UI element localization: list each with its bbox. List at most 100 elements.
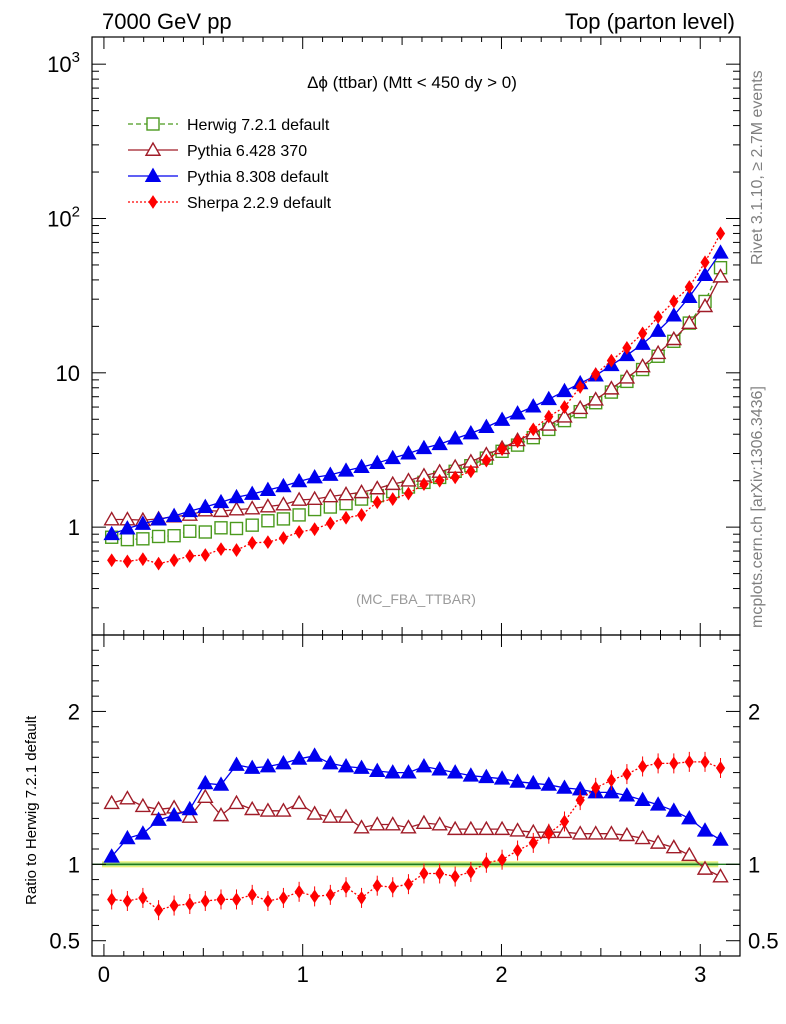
main-data-point xyxy=(353,483,370,499)
main-data-point xyxy=(325,516,335,531)
ratio-data-point xyxy=(478,768,495,784)
main-data-point xyxy=(169,553,179,568)
ratio-data-point xyxy=(591,780,601,795)
ratio-data-point xyxy=(275,754,292,770)
main-data-point xyxy=(136,532,150,546)
main-series-line xyxy=(111,276,722,521)
ratio-series-line xyxy=(111,795,721,878)
ratio-data-point xyxy=(403,877,414,892)
ratio-data-point xyxy=(715,761,726,775)
ratio-y-tick-label-right: 0.5 xyxy=(748,929,779,954)
main-data-point xyxy=(212,493,230,509)
legend-label: Pythia 6.428 370 xyxy=(187,143,307,160)
main-data-point xyxy=(618,369,636,384)
main-data-point xyxy=(415,439,433,455)
main-data-point xyxy=(353,458,370,474)
ratio-data-point xyxy=(369,816,386,831)
legend-marker xyxy=(144,167,162,182)
ratio-data-point xyxy=(384,764,401,779)
main-data-point xyxy=(153,556,164,571)
main-data-point xyxy=(245,518,259,532)
ratio-data-point xyxy=(497,852,507,867)
main-data-point xyxy=(322,466,339,481)
ratio-data-point xyxy=(278,891,289,905)
ratio-data-point xyxy=(509,773,526,788)
main-data-point xyxy=(290,472,308,488)
main-data-point xyxy=(603,380,620,395)
ratio-data-point xyxy=(415,814,433,829)
ratio-data-point xyxy=(369,762,386,777)
main-data-point xyxy=(181,502,199,518)
main-data-point xyxy=(134,515,152,530)
ratio-data-point xyxy=(247,887,257,902)
main-y-tick-label: 103 xyxy=(47,49,80,77)
main-data-point xyxy=(337,485,355,501)
ratio-y-tick-label-right: 1 xyxy=(748,852,760,877)
ratio-data-point xyxy=(306,747,323,762)
main-data-point xyxy=(185,549,195,563)
main-data-point xyxy=(228,501,245,516)
plot-title: Δϕ (ttbar) (Mtt < 450 dy > 0) xyxy=(307,73,517,92)
main-data-point xyxy=(322,488,339,503)
main-series-0 xyxy=(104,260,728,547)
main-data-point xyxy=(198,525,213,539)
main-data-point xyxy=(356,508,367,522)
ratio-data-point xyxy=(571,825,589,840)
main-data-point xyxy=(278,531,289,545)
ratio-data-point xyxy=(509,822,526,837)
main-data-point xyxy=(294,525,304,539)
ratio-data-point xyxy=(119,790,136,805)
main-y-tick-label: 1 xyxy=(68,515,80,540)
main-data-point xyxy=(122,554,132,569)
ratio-data-point xyxy=(231,892,242,907)
main-data-point xyxy=(446,430,464,445)
main-series-3 xyxy=(107,226,726,571)
ratio-data-point xyxy=(263,894,273,908)
main-series-group xyxy=(103,226,729,571)
main-data-point xyxy=(634,358,651,373)
ratio-y-axis-label: Ratio to Herwig 7.2.1 default xyxy=(23,715,40,905)
ratio-data-point xyxy=(618,787,636,802)
main-data-point xyxy=(214,521,228,535)
ratio-data-point xyxy=(446,820,464,836)
ratio-data-point xyxy=(353,759,370,774)
ratio-data-point xyxy=(606,773,616,788)
ratio-data-point xyxy=(431,816,448,831)
rivet-label: Rivet 3.1.10, ≥ 2.7M events xyxy=(749,70,766,265)
ratio-series-line xyxy=(111,761,721,911)
x-tick-label: 0 xyxy=(98,962,110,987)
ratio-data-point xyxy=(181,800,199,816)
ratio-data-point xyxy=(684,754,694,769)
main-data-point xyxy=(571,399,589,415)
ratio-data-point xyxy=(310,889,320,904)
x-tick-label: 2 xyxy=(495,962,507,987)
ratio-data-point xyxy=(153,903,164,918)
ratio-data-point xyxy=(466,865,476,879)
ratio-data-point xyxy=(603,825,620,840)
main-data-point xyxy=(638,326,648,341)
main-data-point xyxy=(247,536,257,550)
header-right: Top (parton level) xyxy=(565,9,735,34)
ratio-data-point xyxy=(185,897,195,911)
legend-label: Herwig 7.2.1 default xyxy=(187,117,330,134)
ratio-data-point xyxy=(134,797,152,813)
main-data-point xyxy=(151,529,166,544)
ratio-data-point xyxy=(681,810,698,825)
main-data-point xyxy=(556,382,573,398)
ratio-data-point xyxy=(540,776,557,791)
ratio-data-point xyxy=(138,891,148,905)
ratio-data-point xyxy=(275,802,292,817)
main-data-point xyxy=(544,409,554,424)
ratio-data-point xyxy=(244,800,261,816)
ratio-plot-panel: 0.5 0.5 1 1 2 2 0 1 2 3 Ratio to Herwig 7.2.1 def… xyxy=(23,634,779,987)
ratio-data-point xyxy=(228,756,245,771)
legend-marker xyxy=(146,117,160,131)
main-data-point xyxy=(263,535,273,549)
ratio-data-point xyxy=(103,794,120,810)
ratio-data-point xyxy=(512,843,523,858)
ratio-data-point xyxy=(712,831,729,846)
main-data-point xyxy=(276,512,291,526)
main-data-point xyxy=(587,391,604,406)
main-data-point xyxy=(259,498,277,513)
